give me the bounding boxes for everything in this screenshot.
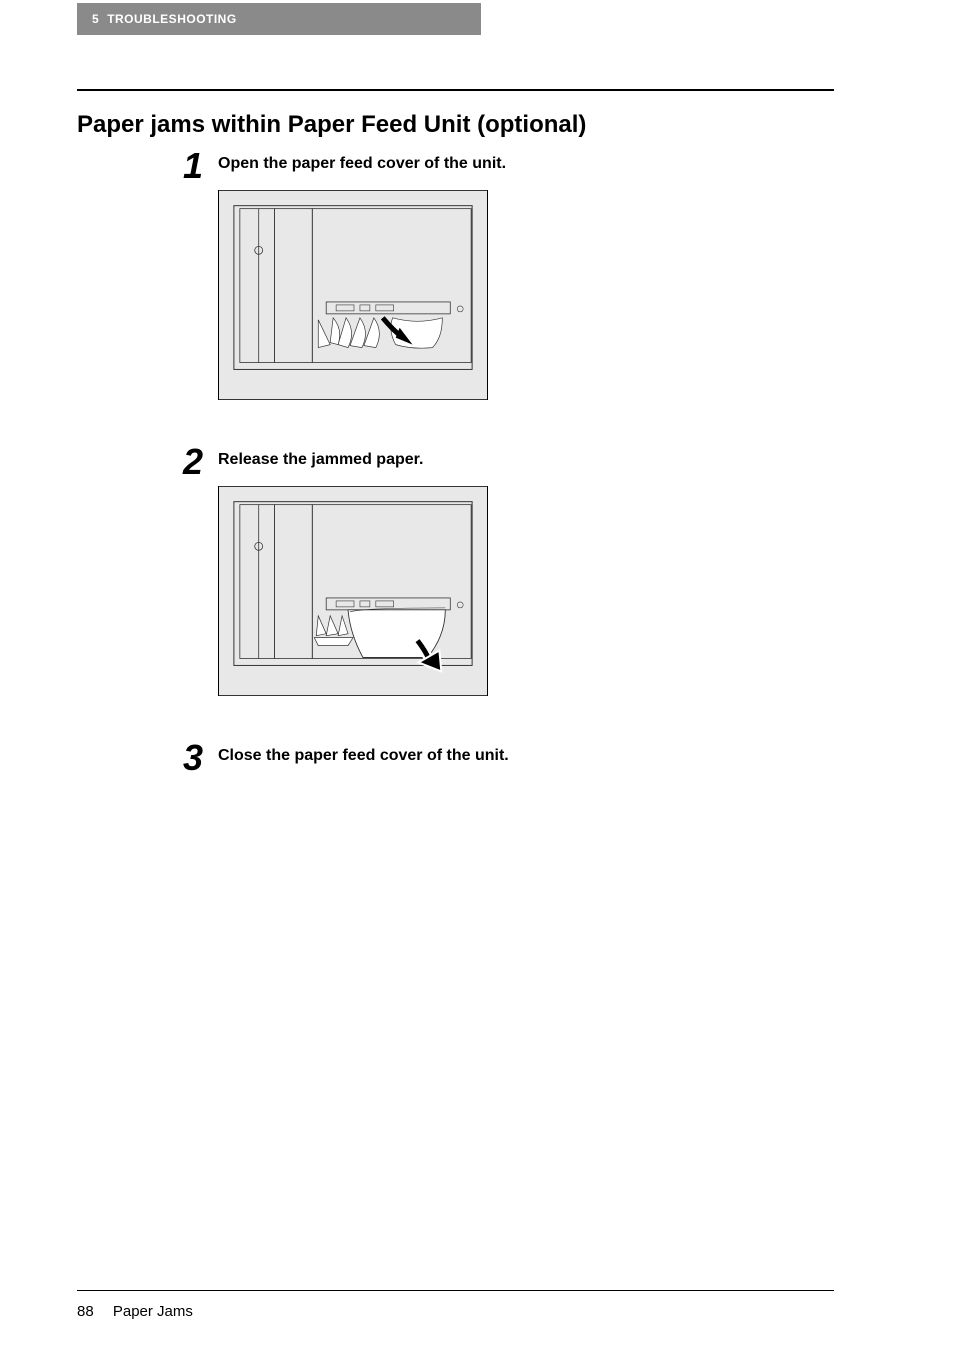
printer-release-paper-icon — [219, 486, 487, 696]
step-illustration-2 — [218, 486, 488, 696]
step-content: Close the paper feed cover of the unit. — [218, 746, 509, 782]
step-text: Close the paper feed cover of the unit. — [218, 746, 509, 767]
steps-list: 1 Open the paper feed cover of the unit. — [183, 154, 509, 803]
page-number: 88 — [77, 1303, 94, 1320]
step-number: 3 — [183, 740, 218, 776]
step-3: 3 Close the paper feed cover of the unit… — [183, 746, 509, 782]
top-horizontal-rule — [77, 89, 834, 91]
bottom-horizontal-rule — [77, 1290, 834, 1291]
footer-section-name: Paper Jams — [113, 1303, 193, 1320]
chapter-header: 5 TROUBLESHOOTING — [77, 3, 481, 35]
step-text: Open the paper feed cover of the unit. — [218, 154, 509, 175]
chapter-title: TROUBLESHOOTING — [107, 12, 237, 26]
step-content: Release the jammed paper. — [218, 450, 509, 724]
step-number: 2 — [183, 444, 218, 480]
step-content: Open the paper feed cover of the unit. — [218, 154, 509, 428]
page-footer: 88 Paper Jams — [77, 1303, 193, 1320]
step-2: 2 Release the jammed paper. — [183, 450, 509, 724]
step-text: Release the jammed paper. — [218, 450, 509, 471]
step-illustration-1 — [218, 190, 488, 400]
chapter-number: 5 — [92, 12, 99, 26]
step-number: 1 — [183, 148, 218, 184]
section-title: Paper jams within Paper Feed Unit (optio… — [77, 111, 586, 139]
printer-open-cover-icon — [219, 190, 487, 400]
step-1: 1 Open the paper feed cover of the unit. — [183, 154, 509, 428]
